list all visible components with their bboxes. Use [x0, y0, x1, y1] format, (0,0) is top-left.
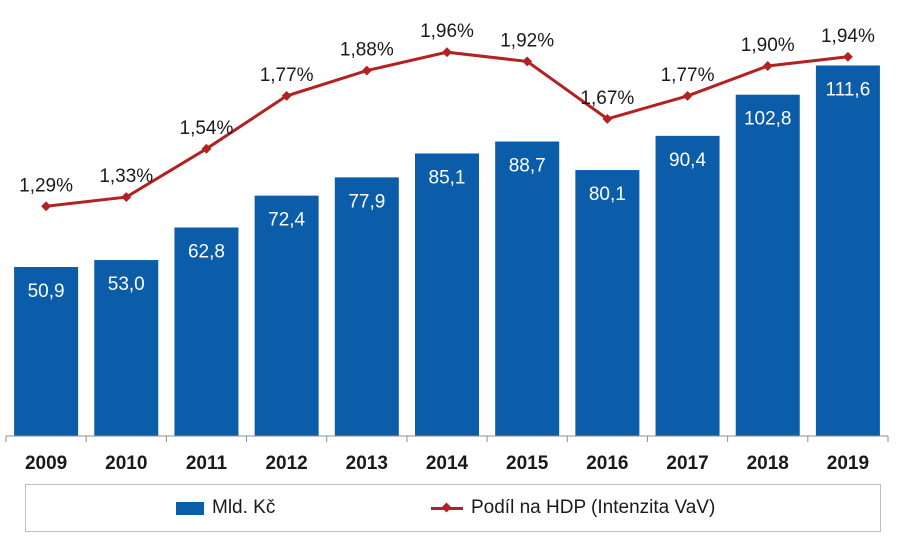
x-tick-label-2016: 2016 [586, 453, 628, 474]
line-label-2009: 1,29% [19, 175, 73, 196]
bar-2009 [14, 267, 79, 436]
line-point-2017 [682, 90, 693, 101]
line-label-2019: 1,94% [821, 26, 875, 47]
bar-2015 [495, 141, 560, 437]
x-tick-label-2012: 2012 [265, 453, 307, 474]
line-label-2016: 1,67% [580, 88, 634, 109]
line-label-2015: 1,92% [500, 30, 554, 51]
x-tick-label-2015: 2015 [506, 453, 549, 474]
bar-series [14, 65, 880, 437]
x-tick-label-2014: 2014 [426, 453, 469, 474]
bar-label-2016: 80,1 [589, 184, 626, 205]
bar-label-2019: 111,6 [826, 79, 871, 100]
bar-2011 [174, 227, 239, 436]
x-tick-label-2013: 2013 [346, 453, 388, 474]
bar-label-2013: 77,9 [348, 191, 385, 212]
line-point-2011 [201, 143, 212, 154]
legend-item-bars: Mld. Kč [176, 485, 275, 531]
bar-2019 [815, 65, 880, 436]
legend: Mld. Kč Podíl na HDP (Intenzita VaV) [25, 484, 881, 532]
line-point-2014 [442, 47, 452, 58]
line-point-2009 [41, 201, 52, 212]
legend-label-bars: Mld. Kč [212, 497, 276, 518]
line-label-2011: 1,54% [180, 118, 234, 139]
line-label-2012: 1,77% [260, 65, 314, 86]
line-label-2014: 1,96% [420, 21, 474, 42]
bar-2018 [735, 94, 800, 436]
bar-labels: 50,9 53,0 62,8 72,4 77,9 85,1 88,7 80,1 90,4 102,… [28, 79, 871, 302]
bar-label-2011: 62,8 [188, 242, 225, 263]
x-tick-label-2019: 2019 [827, 453, 869, 474]
bar-2017 [655, 135, 720, 436]
bar-2010 [94, 260, 159, 436]
bar-label-2009: 50,9 [28, 281, 65, 302]
bar-label-2015: 88,7 [509, 156, 546, 177]
bar-2013 [334, 177, 399, 436]
x-tick-label-2010: 2010 [105, 453, 147, 474]
line-point-2019 [842, 51, 853, 62]
line-point-2015 [522, 56, 533, 67]
legend-swatch-line [431, 502, 463, 512]
x-tick-label-2018: 2018 [747, 453, 789, 474]
legend-swatch-bars [176, 501, 204, 515]
bar-label-2017: 90,4 [669, 150, 706, 171]
bar-label-2010: 53,0 [108, 274, 145, 295]
bar-2016 [575, 170, 640, 436]
line-label-2017: 1,77% [661, 65, 715, 86]
line-labels: 1,29% 1,33% 1,54% 1,77% 1,88% 1,96% 1,92% 1,67%… [19, 21, 875, 196]
legend-item-line: Podíl na HDP (Intenzita VaV) [431, 485, 715, 531]
x-tick-label-2017: 2017 [666, 453, 708, 474]
chart: 50,9 53,0 62,8 72,4 77,9 85,1 88,7 80,1 90,4 102,… [5, 21, 889, 474]
line-label-2010: 1,33% [99, 166, 153, 187]
x-tick-label-2009: 2009 [25, 453, 67, 474]
line-point-2016 [602, 113, 613, 124]
x-tick-label-2011: 2011 [186, 453, 228, 474]
line-point-2010 [121, 192, 132, 203]
bar-2012 [254, 195, 319, 436]
line-label-2013: 1,88% [340, 40, 394, 61]
x-ticks [5, 436, 889, 442]
bar-label-2012: 72,4 [268, 210, 305, 231]
legend-label-line: Podíl na HDP (Intenzita VaV) [471, 497, 716, 518]
line-point-2018 [762, 61, 773, 71]
x-tick-labels: 2009 2010 2011 2012 2013 2014 2015 2016 2017 2018… [25, 453, 869, 474]
legend-marker-icon [441, 502, 452, 512]
bar-label-2018: 102,8 [744, 109, 792, 130]
line-point-2013 [361, 65, 372, 76]
bar-2014 [415, 153, 479, 436]
line-label-2018: 1,90% [741, 35, 795, 56]
bar-label-2014: 85,1 [429, 167, 466, 188]
